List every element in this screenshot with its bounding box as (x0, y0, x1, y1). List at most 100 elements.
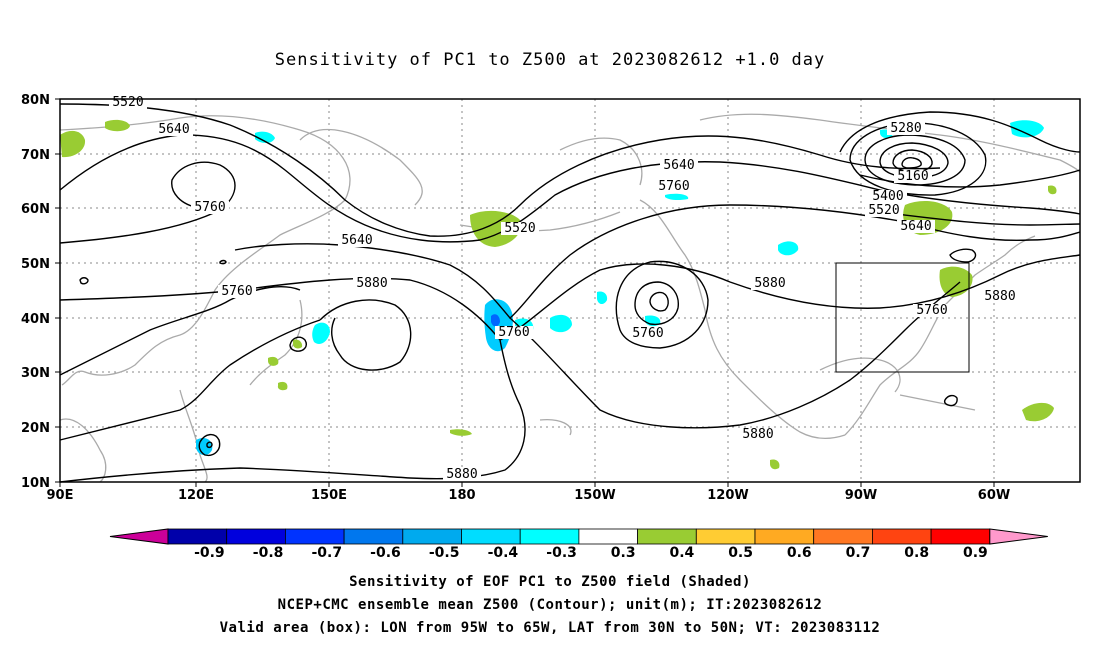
negative-patch (550, 314, 572, 333)
lat-label: 20N (21, 421, 50, 436)
lat-label: 40N (21, 312, 50, 327)
colorbar-swatch (695, 528, 756, 545)
negative-core (491, 314, 500, 327)
colorbar-tick-label: 0.9 (963, 545, 988, 561)
contour-label-bg (865, 204, 903, 217)
valid-area-box (835, 262, 970, 373)
contour-label-bg (353, 277, 391, 290)
contour-label: 5760 (632, 326, 663, 341)
colorbar-tick-label: -0.8 (253, 545, 284, 561)
colorbar-tick-label: 0.6 (787, 545, 812, 561)
caption-valid-area: Valid area (box): LON from 95W to 65W, L… (219, 620, 881, 636)
colorbar-min-extension (109, 528, 169, 545)
colorbar-tick-label: -0.9 (194, 545, 225, 561)
colorbar-swatch (872, 528, 932, 545)
map-background (60, 99, 1080, 482)
lat-label: 70N (21, 148, 50, 163)
contour-label: 5880 (754, 276, 785, 291)
lon-label: 150W (574, 488, 615, 503)
positive-patch (1022, 402, 1054, 422)
contour-label-bg (751, 277, 789, 290)
contour-label-bg (981, 290, 1019, 303)
contour-label-bg (501, 222, 539, 235)
positive-patch (60, 130, 86, 158)
colorbar-tick-label: 0.7 (846, 545, 871, 561)
contour-label-bg (869, 190, 907, 203)
contour-label: 5520 (868, 203, 899, 218)
contour-label: 5160 (897, 169, 928, 184)
contour-label-bg (629, 327, 667, 340)
positive-patch (470, 210, 522, 247)
axis-ticks (55, 98, 995, 487)
contour-label: 5880 (742, 427, 773, 442)
contour-label: 5880 (356, 276, 387, 291)
contour-label: 5760 (916, 303, 947, 318)
colorbar-tick-label: 0.3 (611, 545, 636, 561)
contour-label-bg (897, 220, 935, 233)
lat-label: 80N (21, 93, 50, 108)
caption-contour: NCEP+CMC ensemble mean Z500 (Contour); u… (277, 597, 823, 613)
positive-patch (105, 119, 130, 132)
lon-label: 60W (978, 488, 1010, 503)
lon-label: 90W (845, 488, 877, 503)
colorbar-swatch (930, 528, 991, 545)
sensitivity-shading (60, 119, 1057, 470)
longitude-labels: 90E 120E 150E 180 150W 120W 90W 60W (47, 488, 1011, 503)
contour-label: 5280 (890, 121, 921, 136)
contour-label-bg (443, 468, 481, 481)
lon-label: 180 (448, 488, 475, 503)
colorbar-swatch (167, 528, 228, 545)
contour-label: 5760 (221, 284, 252, 299)
contour-label-bg (655, 180, 693, 193)
colorbar-tick-label: 0.4 (669, 545, 694, 561)
contour-label: 5520 (504, 221, 535, 236)
contour-label-bg (660, 159, 698, 172)
colorbar-swatch (343, 528, 404, 545)
contour-label-bg (739, 428, 777, 441)
colorbar-max-extension (989, 528, 1048, 545)
positive-patch (277, 381, 288, 391)
chart-title: Sensitivity of PC1 to Z500 at 2023082612… (274, 50, 826, 70)
colorbar-tick-label: 0.8 (904, 545, 929, 561)
positive-patch (268, 356, 279, 366)
lon-label: 120E (178, 488, 214, 503)
contour-label: 5760 (194, 200, 225, 215)
contour-label: 5640 (900, 219, 931, 234)
lat-label: 30N (21, 366, 50, 381)
negative-patch (778, 241, 799, 256)
contour-label-bg (155, 123, 193, 136)
negative-patch (312, 322, 330, 344)
map-frame (59, 98, 1081, 483)
contour-label: 5640 (158, 122, 189, 137)
colorbar-swatch (226, 528, 286, 545)
colorbar-tick-label: -0.6 (370, 545, 401, 561)
colorbar-swatch (284, 528, 345, 545)
contour-label-bg (191, 201, 229, 214)
positive-patch (939, 266, 973, 297)
colorbar-tick-label: -0.3 (546, 545, 577, 561)
colorbar-swatch (519, 528, 580, 545)
contour-label-bg (495, 326, 533, 339)
colorbar: -0.9 -0.8 -0.7 -0.6 -0.5 -0.4 -0.3 0.3 0.4 0.5 0.6… (109, 528, 1048, 561)
contour-label-bg (887, 122, 925, 135)
negative-patch (1010, 120, 1044, 138)
colorbar-swatch (402, 528, 462, 545)
lat-label: 10N (21, 476, 50, 491)
negative-patch (665, 193, 689, 201)
positive-patch (293, 339, 303, 349)
lat-label: 60N (21, 202, 50, 217)
contour-label-bg (338, 234, 376, 247)
colorbar-swatch (754, 528, 815, 545)
contour-label: 5640 (663, 158, 694, 173)
contour-label-bg (894, 170, 932, 183)
lon-label: 150E (311, 488, 347, 503)
colorbar-swatch (813, 528, 873, 545)
positive-patch (1048, 185, 1057, 195)
negative-patch (597, 291, 608, 305)
contour-label: 5760 (498, 325, 529, 340)
contour-label: 5880 (984, 289, 1015, 304)
contour-label: 5400 (872, 189, 903, 204)
contour-labels: 5520564057605640576058805520576056405760… (109, 95, 1019, 482)
lat-label: 50N (21, 257, 50, 272)
